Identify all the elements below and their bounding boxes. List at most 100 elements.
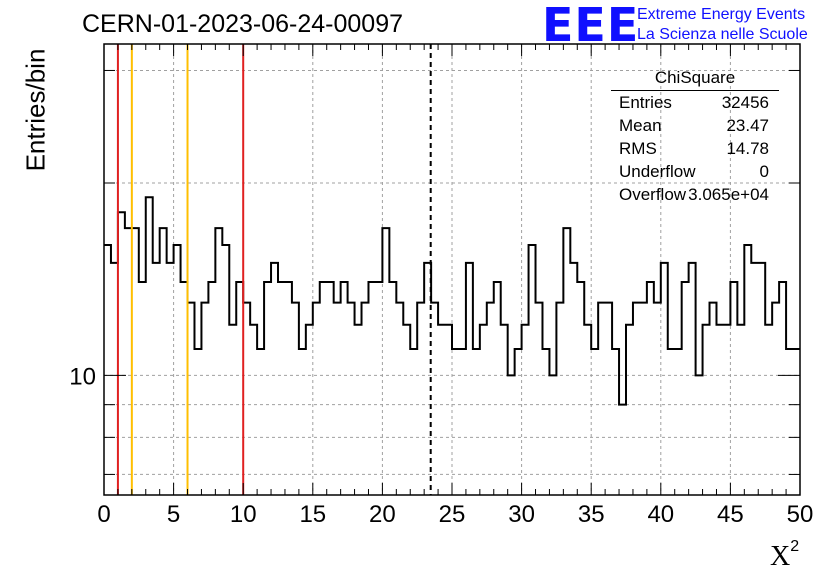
histogram-bin [313,303,320,495]
x-tick-label: 0 [97,501,110,528]
x-tick-label: 45 [717,501,744,528]
stats-value: 3.065e+04 [688,185,769,204]
stats-box: ChiSquare Entries 32456 Mean 23.47 RMS 1… [611,66,779,206]
histogram-bin [194,349,201,495]
stats-label: Underflow [619,162,696,181]
x-tick-label: 10 [230,501,257,528]
histogram-bin [675,349,682,495]
histogram-bin [661,263,668,495]
histogram-bin [132,228,139,495]
y-axis-label: Entries/bin [20,48,51,172]
histogram-bin [772,303,779,495]
histogram-bin [584,325,591,495]
histogram-bin [508,375,515,495]
histogram-bin [633,303,640,495]
stats-value: 14.78 [726,139,769,158]
histogram-bin [139,282,146,495]
y-tick-label: 10 [69,363,96,390]
x-tick-label: 15 [299,501,326,528]
histogram-bin [174,245,181,495]
x-tick-label: 50 [787,501,814,528]
logo-text-line2: La Scienza nelle Scuole [637,26,808,43]
histogram-bin [765,325,772,495]
histogram-bin [612,349,619,495]
histogram-bin [243,303,250,495]
stats-value: 32456 [721,93,769,112]
histogram-bin [716,325,723,495]
chart-title: CERN-01-2023-06-24-00097 [82,10,404,38]
x-tick-label: 40 [647,501,674,528]
stats-row-rms: RMS 14.78 [611,137,779,160]
histogram-bin [619,405,626,495]
histogram-bin [696,375,703,495]
histogram-bin [703,325,710,495]
histogram-bin [215,228,222,495]
histogram-bin [236,282,243,495]
histogram-bin [278,282,285,495]
stats-value: 0 [759,162,769,181]
histogram-bin [522,325,529,495]
histogram-bin [577,282,584,495]
x-axis-label-text: X [770,541,791,572]
histogram-bin [125,228,132,495]
stats-title: ChiSquare [611,66,779,91]
histogram-bin [445,325,452,495]
histogram-bin [299,349,306,495]
histogram-bin [598,303,605,495]
histogram-bin [452,349,459,495]
histogram-bin [153,263,160,495]
stats-label: Entries [619,93,672,112]
histogram-bin [362,303,369,495]
histogram-bin [668,349,675,495]
histogram-bin [320,282,327,495]
histogram-bin [640,303,647,495]
histogram-bin [473,349,480,495]
histogram-bin [570,263,577,495]
x-tick-label: 35 [578,501,605,528]
stats-label: Mean [619,116,662,135]
stats-label: RMS [619,139,657,158]
histogram-bin [396,303,403,495]
histogram-bin [341,282,348,495]
histogram-bin [654,303,661,495]
histogram-bin [487,303,494,495]
stats-row-underflow: Underflow 0 [611,160,779,183]
histogram-bin [737,325,744,495]
histogram-bin [605,303,612,495]
histogram-bin [334,303,341,495]
histogram-bin [285,282,292,495]
histogram-bin [410,349,417,495]
histogram-bin [723,325,730,495]
logo-text-line1: Extreme Energy Events [637,6,806,23]
histogram-bin [779,282,786,495]
histogram-bin [306,325,313,495]
histogram-bin [222,245,229,495]
x-tick-label: 20 [369,501,396,528]
stats-row-overflow: Overflow 3.065e+04 [611,183,779,206]
histogram-bin [264,282,271,495]
histogram-bin [786,349,793,495]
histogram-bin [355,325,362,495]
x-axis-label: X2 [770,538,799,573]
histogram-bin [682,282,689,495]
histogram-bin [403,325,410,495]
histogram-bin [229,325,236,495]
histogram-bin [201,303,208,495]
stats-row-entries: Entries 32456 [611,91,779,114]
histogram-bin [549,375,556,495]
histogram-bin [501,325,508,495]
histogram-bin [160,228,167,495]
histogram-bin [389,282,396,495]
stats-row-mean: Mean 23.47 [611,114,779,137]
histogram-bin [368,282,375,495]
histogram-bin [104,245,111,495]
histogram-bin [118,212,125,495]
x-tick-label: 25 [439,501,466,528]
histogram-bin [744,245,751,495]
histogram-bin [167,263,174,495]
histogram-bin [146,197,153,495]
histogram-bin [327,282,334,495]
histogram-bin [382,228,389,495]
histogram-bin [375,282,382,495]
